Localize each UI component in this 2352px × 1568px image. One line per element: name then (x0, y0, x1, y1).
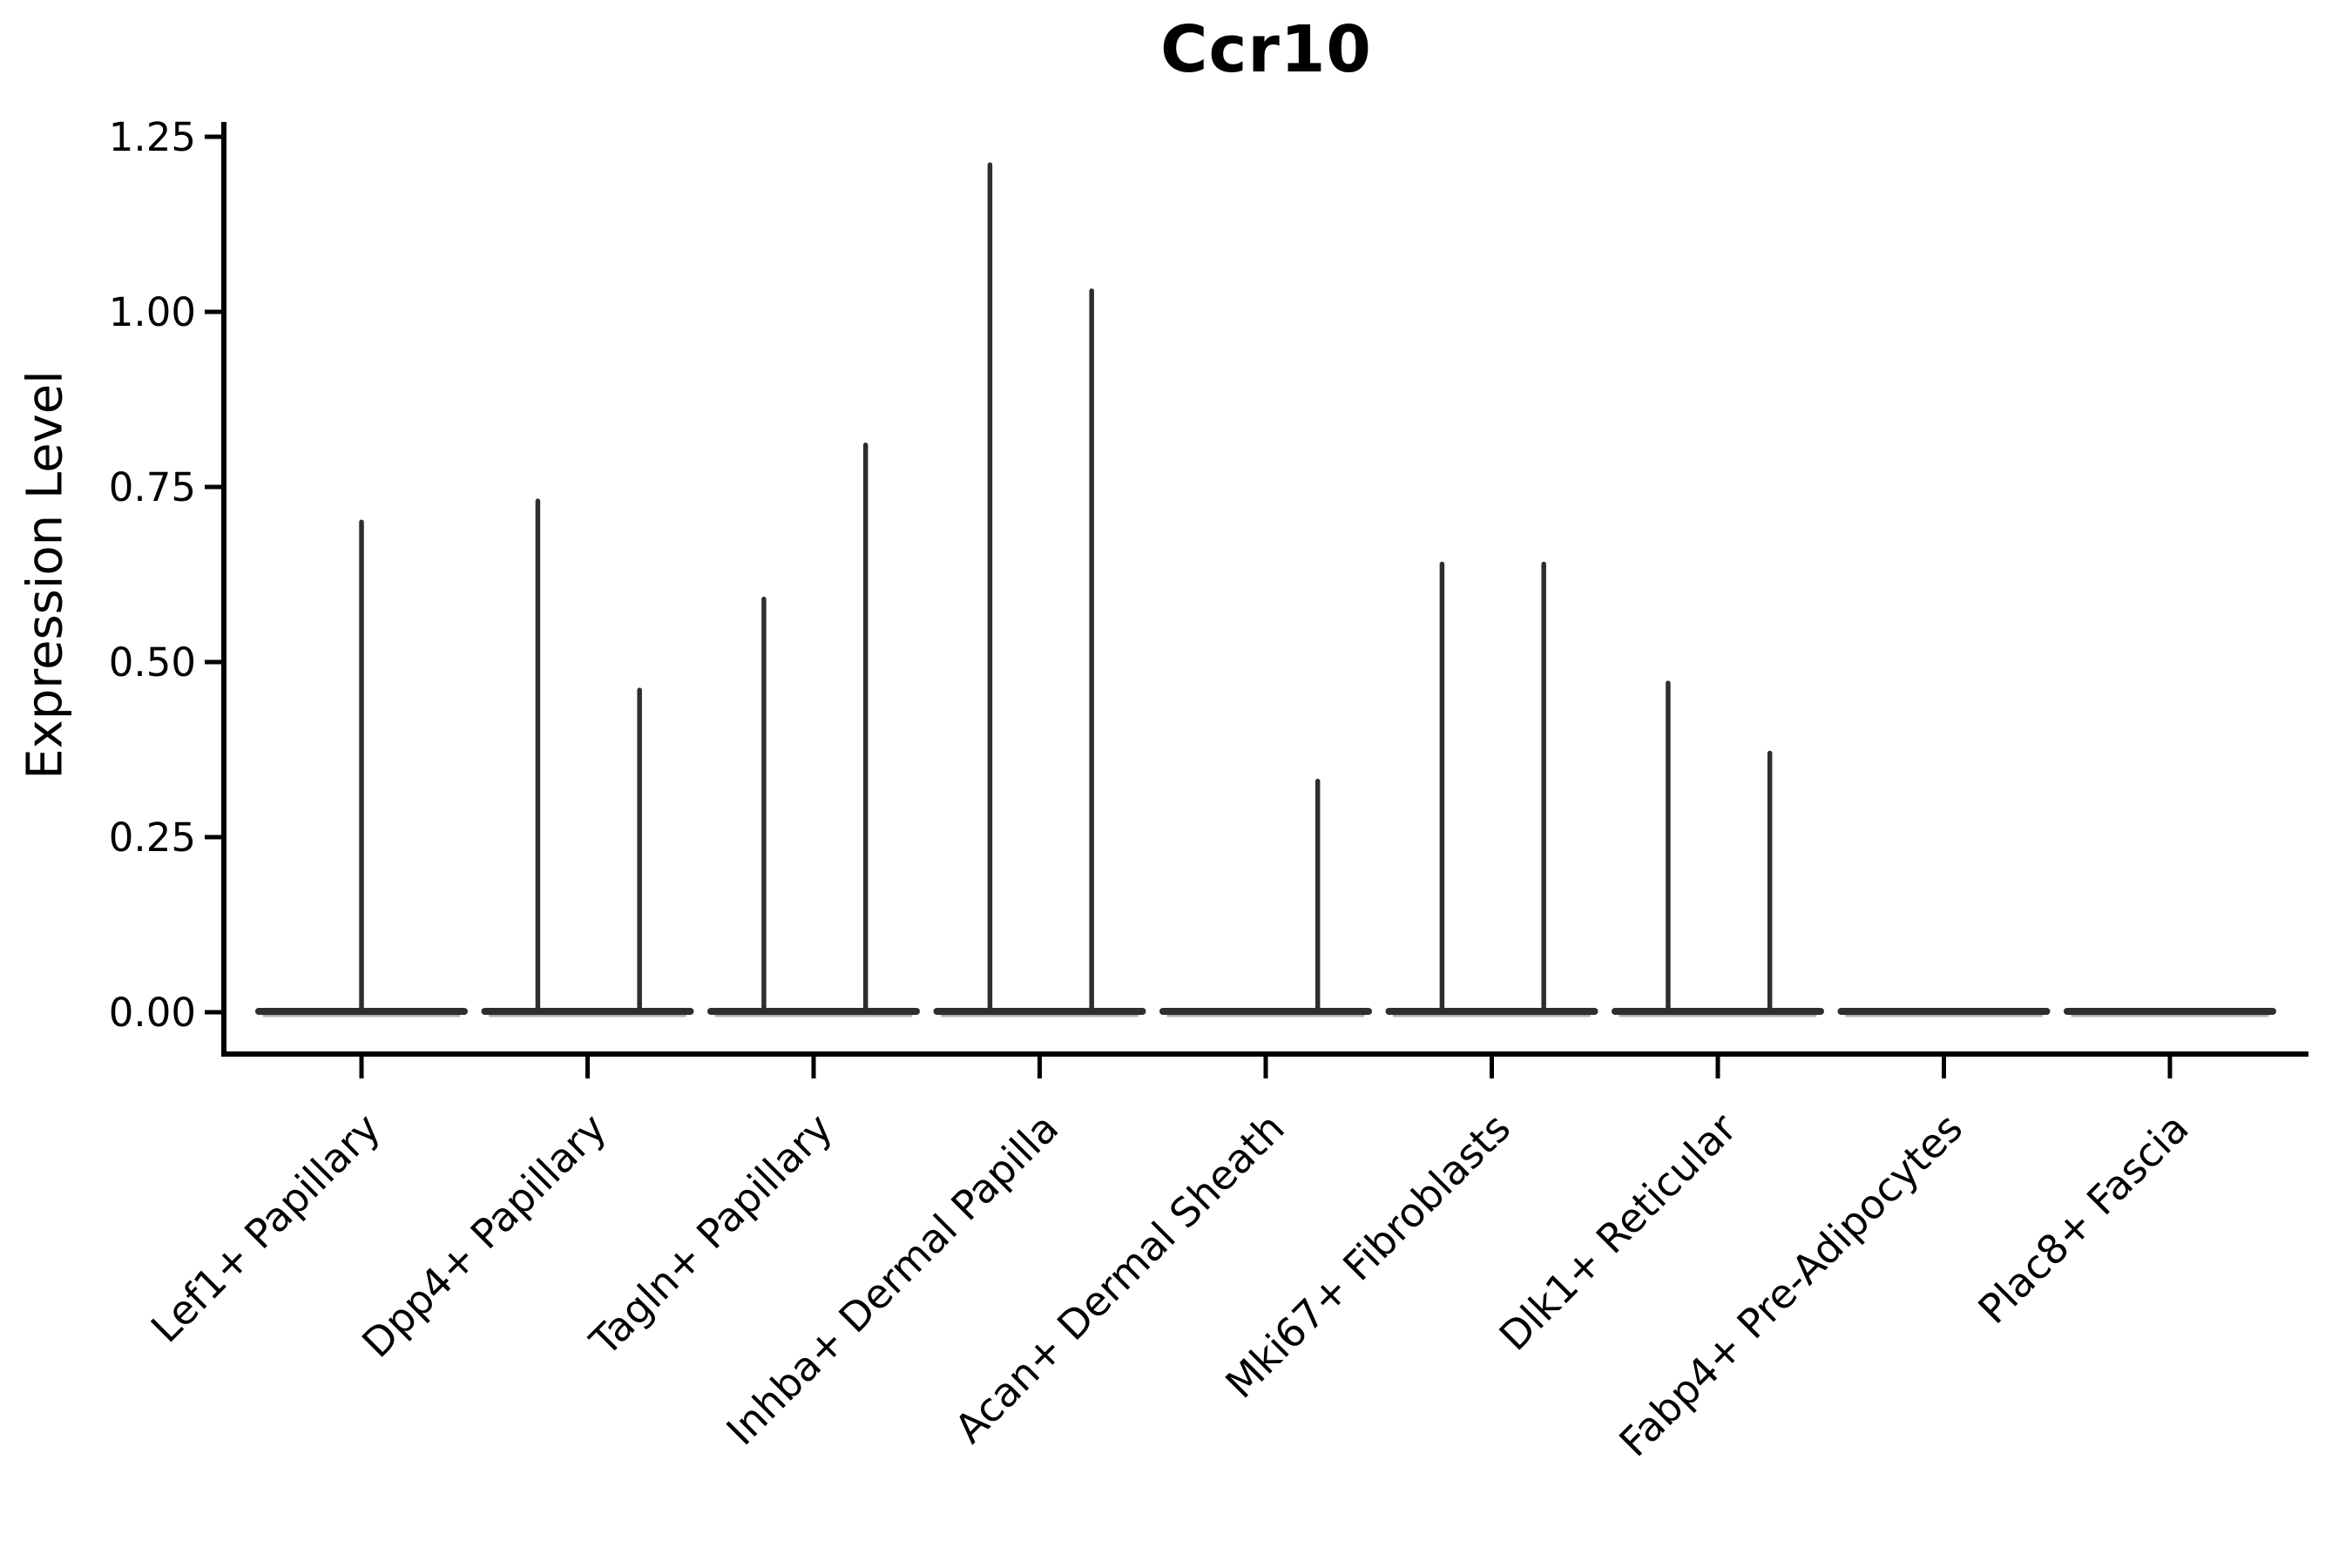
x-tick-label: Dlk1+ Reticular (1490, 1105, 1746, 1360)
y-tick-label: 0.75 (109, 464, 196, 510)
x-tick-label: Lef1+ Papillary (142, 1105, 389, 1352)
y-tick-label: 0.50 (109, 639, 196, 686)
x-tick-label: Plac8+ Fascia (1969, 1105, 2197, 1333)
y-tick-label: 0.00 (109, 990, 196, 1036)
y-tick-label: 0.25 (109, 814, 196, 861)
x-tick-label: Dpp4+ Papillary (353, 1105, 615, 1367)
x-tick-label: Tagln+ Papillary (580, 1105, 841, 1366)
y-tick-label: 1.25 (109, 114, 196, 160)
chart-title: Ccr10 (1160, 12, 1372, 87)
y-tick-label: 1.00 (109, 289, 196, 335)
